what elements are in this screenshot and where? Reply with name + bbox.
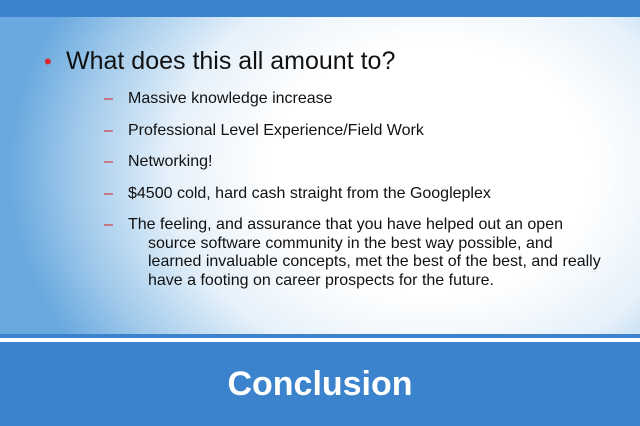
main-bullet: • What does this all amount to? xyxy=(44,46,604,77)
sub-bullet-item: – $4500 cold, hard cash straight from th… xyxy=(104,185,604,204)
sub-bullet-text: Massive knowledge increase xyxy=(128,90,333,107)
sub-bullet-item: – Professional Level Experience/Field Wo… xyxy=(104,122,604,141)
sub-bullet-item: – Networking! xyxy=(104,153,604,172)
top-bar xyxy=(0,0,640,17)
dash-icon: – xyxy=(104,121,113,139)
slide-title: Conclusion xyxy=(227,365,413,403)
dash-icon: – xyxy=(104,184,113,202)
title-bar: Conclusion xyxy=(0,342,640,426)
bullet-icon: • xyxy=(44,49,52,74)
divider-line xyxy=(0,334,640,338)
dash-icon: – xyxy=(104,90,113,107)
dash-icon: – xyxy=(104,216,113,233)
dash-icon: – xyxy=(104,153,113,170)
divider-gap xyxy=(0,338,640,342)
sub-bullet-text: $4500 cold, hard cash straight from the … xyxy=(128,184,491,202)
sub-bullet-text: Networking! xyxy=(128,153,213,170)
sub-bullet-text: The feeling, and assurance that you have… xyxy=(128,216,601,289)
sub-bullet-item: – The feeling, and assurance that you ha… xyxy=(104,216,604,290)
main-bullet-text: What does this all amount to? xyxy=(66,47,396,75)
sub-bullet-item: – Massive knowledge increase xyxy=(104,90,604,109)
sub-bullet-text: Professional Level Experience/Field Work xyxy=(128,121,424,139)
sub-bullet-list: – Massive knowledge increase – Professio… xyxy=(104,90,604,303)
